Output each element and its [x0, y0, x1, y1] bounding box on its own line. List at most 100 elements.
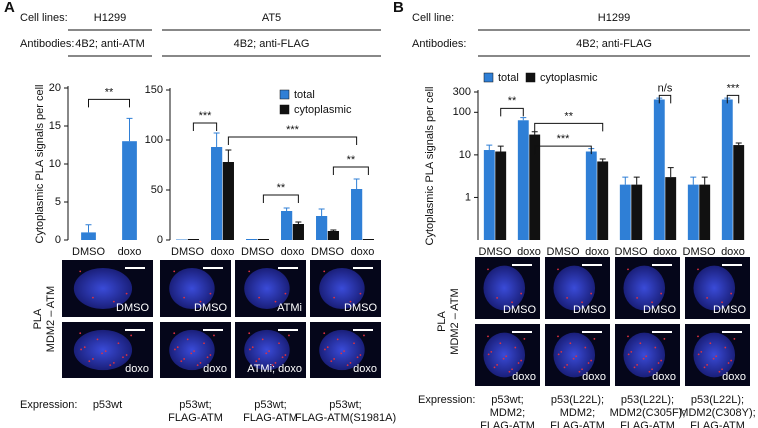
- pla-dot: [248, 270, 251, 273]
- expression: FLAG-ATM(S1981A): [295, 412, 396, 424]
- significance-bracket: [726, 94, 740, 104]
- bar: [281, 211, 293, 240]
- pla-dot: [584, 346, 587, 349]
- error-bar: [225, 149, 232, 162]
- pla-dot: [642, 357, 645, 360]
- image-label: doxo: [203, 363, 227, 375]
- pla-dot: [721, 368, 723, 371]
- expression: FLAG-ATM: [168, 412, 223, 424]
- error-bar: [520, 117, 527, 121]
- pla-dot: [560, 351, 563, 353]
- error-bar: [667, 167, 674, 178]
- pla-dot: [557, 268, 559, 271]
- bar: [585, 151, 597, 240]
- pla-dot: [575, 355, 578, 358]
- bar: [362, 239, 374, 240]
- pla-dot: [487, 268, 489, 271]
- error-bar: [701, 176, 708, 185]
- pla-dot: [505, 355, 508, 358]
- pla-dot: [251, 346, 254, 349]
- y-tick-label: 50: [151, 184, 163, 196]
- pla-dot: [587, 362, 590, 364]
- nucleus: [693, 265, 736, 311]
- bar: [81, 232, 96, 240]
- pla-dot: [323, 270, 326, 273]
- expression: p53wt;: [254, 399, 286, 411]
- pla-dot: [92, 358, 94, 360]
- pla-dot: [117, 342, 120, 345]
- bar: [631, 184, 643, 240]
- x-tick-label: doxo: [211, 246, 235, 258]
- pla-dot: [703, 366, 706, 369]
- bar: [316, 216, 328, 240]
- pla-dot: [563, 366, 566, 369]
- bar: [699, 184, 711, 240]
- expression: p53wt;: [491, 394, 523, 406]
- pla-dot: [83, 346, 86, 349]
- pla-dot: [324, 348, 326, 351]
- x-tick-label: doxo: [351, 246, 375, 258]
- y-tick-label: 1: [465, 191, 471, 203]
- pla-dot: [636, 297, 638, 299]
- legend-swatch: [483, 72, 494, 83]
- expression: MDM2(C308Y);: [679, 407, 755, 419]
- pla-dot: [248, 332, 251, 335]
- pla-dot: [508, 370, 511, 373]
- expression: p53(L22L);: [551, 394, 604, 406]
- nucleus: [693, 332, 736, 378]
- pla-dot: [496, 364, 498, 366]
- significance-bracket: [534, 122, 604, 132]
- pla-dot: [700, 351, 703, 353]
- bar: [351, 189, 363, 240]
- pla-dot: [209, 354, 212, 356]
- significance-label: **: [564, 110, 573, 122]
- image-label: ATMi: [277, 302, 302, 314]
- pla-dot: [709, 342, 712, 345]
- pla-dot: [346, 364, 349, 367]
- image-label: DMSO: [713, 304, 746, 316]
- y-axis-label: Cytoplasmic PLA signals per cell: [34, 85, 46, 244]
- error-bar: [531, 131, 538, 135]
- side-label: MDM2 – ATM: [45, 286, 57, 352]
- x-tick-label: DMSO: [171, 246, 204, 258]
- pla-dot: [249, 348, 251, 351]
- pla-dot: [353, 342, 355, 345]
- nucleus: [483, 265, 526, 311]
- pla-dot: [343, 350, 345, 353]
- pla-dot: [557, 335, 559, 338]
- image-label: DMSO: [344, 302, 377, 314]
- nucleus: [623, 265, 666, 311]
- pla-dot: [730, 292, 733, 295]
- pla-dot: [330, 360, 333, 363]
- x-tick-label: doxo: [585, 246, 609, 258]
- expression: FLAG-ATM: [550, 420, 605, 428]
- pla-dot: [183, 296, 186, 299]
- x-tick-label: doxo: [721, 246, 745, 258]
- significance-bracket: [534, 145, 592, 155]
- pla-dot: [274, 361, 277, 364]
- error-bar: [353, 178, 360, 189]
- pla-dot: [493, 366, 496, 369]
- pla-dot: [636, 364, 638, 366]
- legend-swatch: [279, 89, 290, 100]
- expression: FLAG-ATM: [480, 420, 535, 428]
- pla-dot: [340, 352, 343, 355]
- pla-dot: [496, 297, 498, 299]
- pla-dot: [566, 364, 568, 366]
- pla-dot: [517, 362, 520, 364]
- pla-dot: [92, 296, 94, 299]
- pla-dot: [199, 361, 202, 364]
- y-tick-label: 100: [145, 134, 163, 146]
- image-label: doxo: [512, 371, 536, 383]
- pla-dot: [183, 358, 186, 360]
- pla-dot: [487, 353, 490, 356]
- nucleus: [319, 267, 365, 310]
- image-label: doxo: [722, 371, 746, 383]
- significance-label: **: [105, 86, 114, 98]
- nucleus: [553, 332, 596, 378]
- legend-label: total: [294, 89, 315, 101]
- y-tick-label: 0: [55, 234, 61, 246]
- pla-dot: [721, 301, 723, 304]
- expression: FLAG-ATM: [620, 420, 675, 428]
- pla-dot: [88, 360, 91, 363]
